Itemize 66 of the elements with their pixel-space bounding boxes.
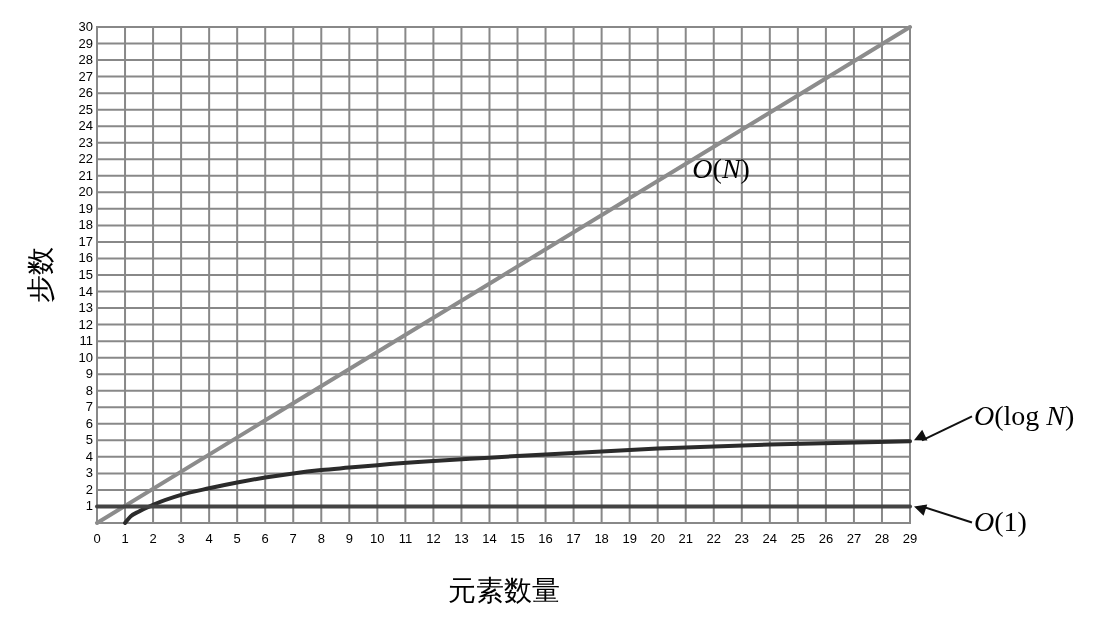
x-tick-label: 21: [678, 531, 693, 546]
x-tick-label: 6: [261, 531, 269, 546]
y-tick-label: 14: [78, 283, 93, 299]
y-tick-label: 12: [78, 316, 93, 332]
y-tick-label: 19: [78, 200, 93, 216]
y-tick-label: 30: [78, 19, 93, 34]
x-tick-label: 28: [874, 531, 890, 546]
y-tick-label: 21: [78, 167, 93, 183]
annotation: O(log N): [974, 400, 1075, 432]
x-tick-label: 7: [289, 531, 297, 546]
y-tick-label: 7: [85, 399, 93, 415]
x-tick-label: 29: [902, 531, 918, 546]
x-tick-label: 9: [345, 531, 353, 546]
y-tick-label: 29: [78, 35, 93, 51]
x-tick-label: 22: [706, 531, 721, 546]
y-tick-label: 27: [78, 68, 93, 84]
y-tick-label: 5: [85, 432, 93, 448]
y-tick-label: 13: [78, 300, 93, 316]
x-tick-label: 5: [233, 531, 241, 546]
x-tick-label: 20: [650, 531, 665, 546]
x-tick-label: 4: [205, 531, 213, 546]
y-tick-label: 24: [78, 118, 93, 134]
annotation: O(N): [692, 152, 750, 184]
x-tick-label: 23: [734, 531, 750, 546]
x-tick-label: 18: [594, 531, 609, 546]
y-tick-label: 16: [78, 250, 93, 266]
x-tick-label: 25: [790, 531, 806, 546]
x-tick-label: 24: [762, 531, 778, 546]
y-tick-label: 8: [85, 382, 93, 398]
x-tick-label: 0: [93, 531, 101, 546]
x-tick-label: 17: [566, 531, 581, 546]
x-tick-label: 1: [121, 531, 129, 546]
x-tick-label: 3: [177, 531, 185, 546]
x-tick-label: 15: [510, 531, 525, 546]
annotation: O(1): [974, 506, 1027, 538]
x-tick-label: 16: [538, 531, 553, 546]
x-tick-label: 12: [426, 531, 441, 546]
y-tick-label: 3: [85, 465, 93, 481]
y-tick-label: 17: [78, 233, 93, 249]
x-tick-label: 27: [846, 531, 862, 546]
y-tick-label: 4: [85, 448, 93, 464]
y-tick-label: 25: [78, 101, 93, 117]
y-tick-label: 11: [79, 333, 93, 349]
y-tick-label: 6: [85, 415, 93, 431]
y-tick-label: 10: [78, 349, 93, 365]
y-tick-label: 20: [78, 184, 93, 200]
x-tick-label: 11: [398, 531, 413, 546]
y-tick-label: 1: [85, 498, 93, 514]
y-tick-label: 26: [78, 85, 93, 101]
y-tick-label: 9: [85, 366, 93, 382]
x-tick-label: 10: [370, 531, 385, 546]
x-tick-label: 13: [454, 531, 469, 546]
y-tick-label: 18: [78, 217, 93, 233]
y-tick-label: 28: [78, 52, 93, 68]
line-series: [123, 439, 912, 525]
y-tick-label: 23: [78, 134, 93, 150]
x-tick-label: 26: [818, 531, 834, 546]
y-tick-label: 15: [78, 267, 93, 282]
x-tick-label: 2: [149, 531, 157, 546]
x-axis-title: 元素数量: [447, 574, 560, 607]
y-tick-label: 2: [85, 481, 93, 497]
y-axis-title: 步数: [24, 247, 57, 303]
x-tick-label: 19: [622, 531, 637, 546]
x-tick-label: 8: [317, 531, 325, 546]
y-tick-label: 22: [78, 151, 93, 167]
x-tick-label: 14: [482, 531, 497, 546]
